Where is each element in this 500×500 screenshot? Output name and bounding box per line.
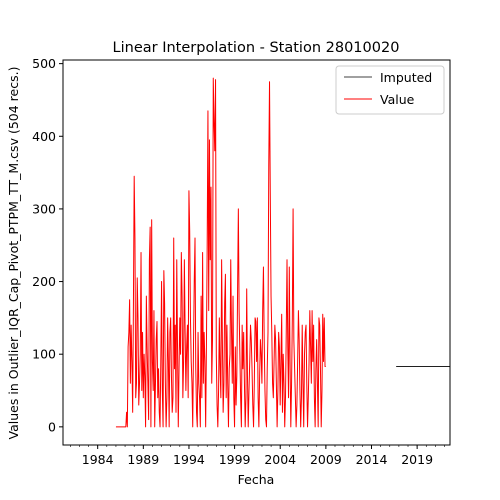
- y-tick-label: 500: [32, 56, 56, 71]
- legend-label-imputed: Imputed: [380, 70, 432, 85]
- x-tick-label: 1989: [127, 452, 159, 467]
- x-tick-label: 2009: [310, 452, 342, 467]
- legend: Imputed Value: [335, 65, 445, 115]
- x-axis: 1984 1989 1994 1999 2004 2009 2014 2019: [70, 445, 445, 467]
- plot-frame: [62, 59, 451, 446]
- x-tick-label: 2019: [401, 452, 433, 467]
- plot-area: [115, 77, 450, 428]
- y-tick-label: 300: [32, 201, 56, 216]
- y-tick-label: 100: [32, 347, 56, 362]
- y-tick-label: 400: [32, 129, 56, 144]
- y-tick-label: 200: [32, 274, 56, 289]
- chart-title: Linear Interpolation - Station 28010020: [113, 40, 400, 56]
- x-tick-label: 1984: [82, 452, 114, 467]
- x-axis-label: Fecha: [238, 472, 275, 487]
- x-tick-label: 2004: [264, 452, 296, 467]
- legend-box: [335, 65, 445, 115]
- x-tick-label: 1999: [219, 452, 251, 467]
- series-group: [115, 77, 450, 428]
- x-tick-label: 1994: [173, 452, 205, 467]
- y-tick-label: 0: [48, 419, 56, 434]
- y-axis-label: Values in Outlier_IQR_Cap_Pivot_PTPM_TT_…: [6, 67, 21, 440]
- y-axis: 0 100 200 300 400 500: [32, 56, 63, 434]
- x-tick-label: 2014: [356, 452, 388, 467]
- series-line-value: [115, 77, 326, 428]
- legend-label-value: Value: [380, 92, 415, 107]
